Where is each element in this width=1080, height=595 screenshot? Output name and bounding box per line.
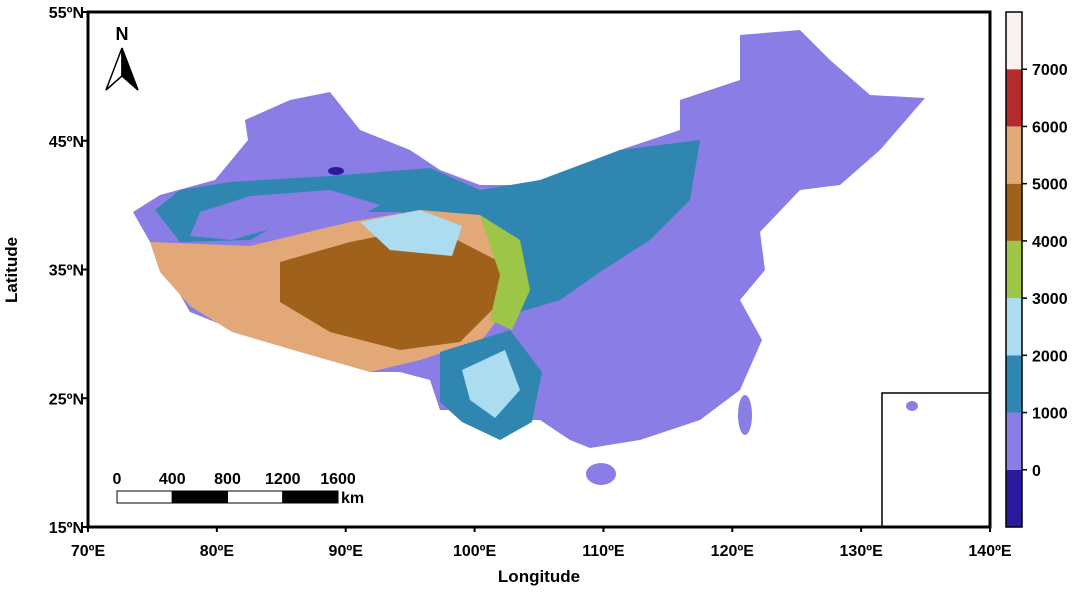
colorbar-label: 6000: [1032, 119, 1068, 136]
scale-label: 800: [214, 471, 241, 488]
colorbar-label: 1000: [1032, 406, 1068, 423]
y-tick-label: 55ºN: [49, 5, 84, 22]
inset-island: [906, 401, 918, 411]
southwest-high: [462, 350, 520, 418]
lake: [328, 167, 344, 175]
x-tick-label: 120ºE: [711, 543, 755, 560]
colorbar-label: 4000: [1032, 234, 1068, 251]
colorbar-label: 2000: [1032, 348, 1068, 365]
colorbar-label: 0: [1032, 463, 1041, 480]
scale-label: 400: [159, 471, 186, 488]
map-shapes: [133, 30, 991, 528]
scale-segment: [171, 490, 228, 504]
y-tick-label: 45ºN: [49, 134, 84, 151]
colorbar-band: [1006, 12, 1022, 70]
colorbar-label: 3000: [1032, 291, 1068, 308]
colorbar-frame: [1005, 11, 1023, 528]
scale-segment: [227, 490, 284, 504]
colorbar-band: [1006, 469, 1022, 527]
north-label: N: [116, 24, 129, 44]
x-tick-label: 110ºE: [582, 543, 625, 560]
colorbar-band: [1006, 412, 1022, 470]
x-tick-label: 70ºE: [71, 543, 106, 560]
taiwan: [738, 395, 752, 435]
scale-label: 1600: [320, 471, 356, 488]
scale-label: 1200: [265, 471, 301, 488]
x-axis-label: Longitude: [498, 567, 580, 586]
arrow-right: [121, 47, 139, 91]
x-tick-label: 140ºE: [968, 543, 1012, 560]
scale-segment: [282, 490, 339, 504]
colorbar-band: [1006, 126, 1022, 184]
dzungaria: [245, 96, 360, 152]
colorbar-band: [1006, 69, 1022, 127]
land-3000: [480, 215, 530, 330]
colorbar-band: [1006, 355, 1022, 413]
scale-segment: [116, 490, 173, 504]
x-tick-label: 80ºE: [200, 543, 235, 560]
y-tick-label: 35ºN: [49, 263, 84, 280]
colorbar-label: 5000: [1032, 177, 1068, 194]
tarim-basin: [190, 190, 380, 240]
land-1000: [155, 140, 700, 312]
x-tick-label: 130ºE: [840, 543, 884, 560]
land-4000: [280, 226, 500, 350]
hainan: [586, 463, 616, 485]
x-tick-label: 90ºE: [329, 543, 364, 560]
colorbar-band: [1006, 298, 1022, 356]
colorbar-band: [1006, 183, 1022, 241]
colorbar-band: [1006, 240, 1022, 299]
inset-box: [881, 392, 991, 528]
north-arrow: N: [105, 24, 139, 91]
x-tick-label: 100ºE: [453, 543, 497, 560]
scale-label: 0: [113, 471, 122, 488]
y-axis-label: Latitude: [2, 237, 21, 303]
colorbar-label: 7000: [1032, 62, 1068, 79]
qaidam: [360, 210, 462, 256]
y-tick-label: 15ºN: [49, 520, 84, 537]
scale-unit: km: [341, 490, 364, 507]
y-tick-label: 25ºN: [49, 391, 84, 408]
